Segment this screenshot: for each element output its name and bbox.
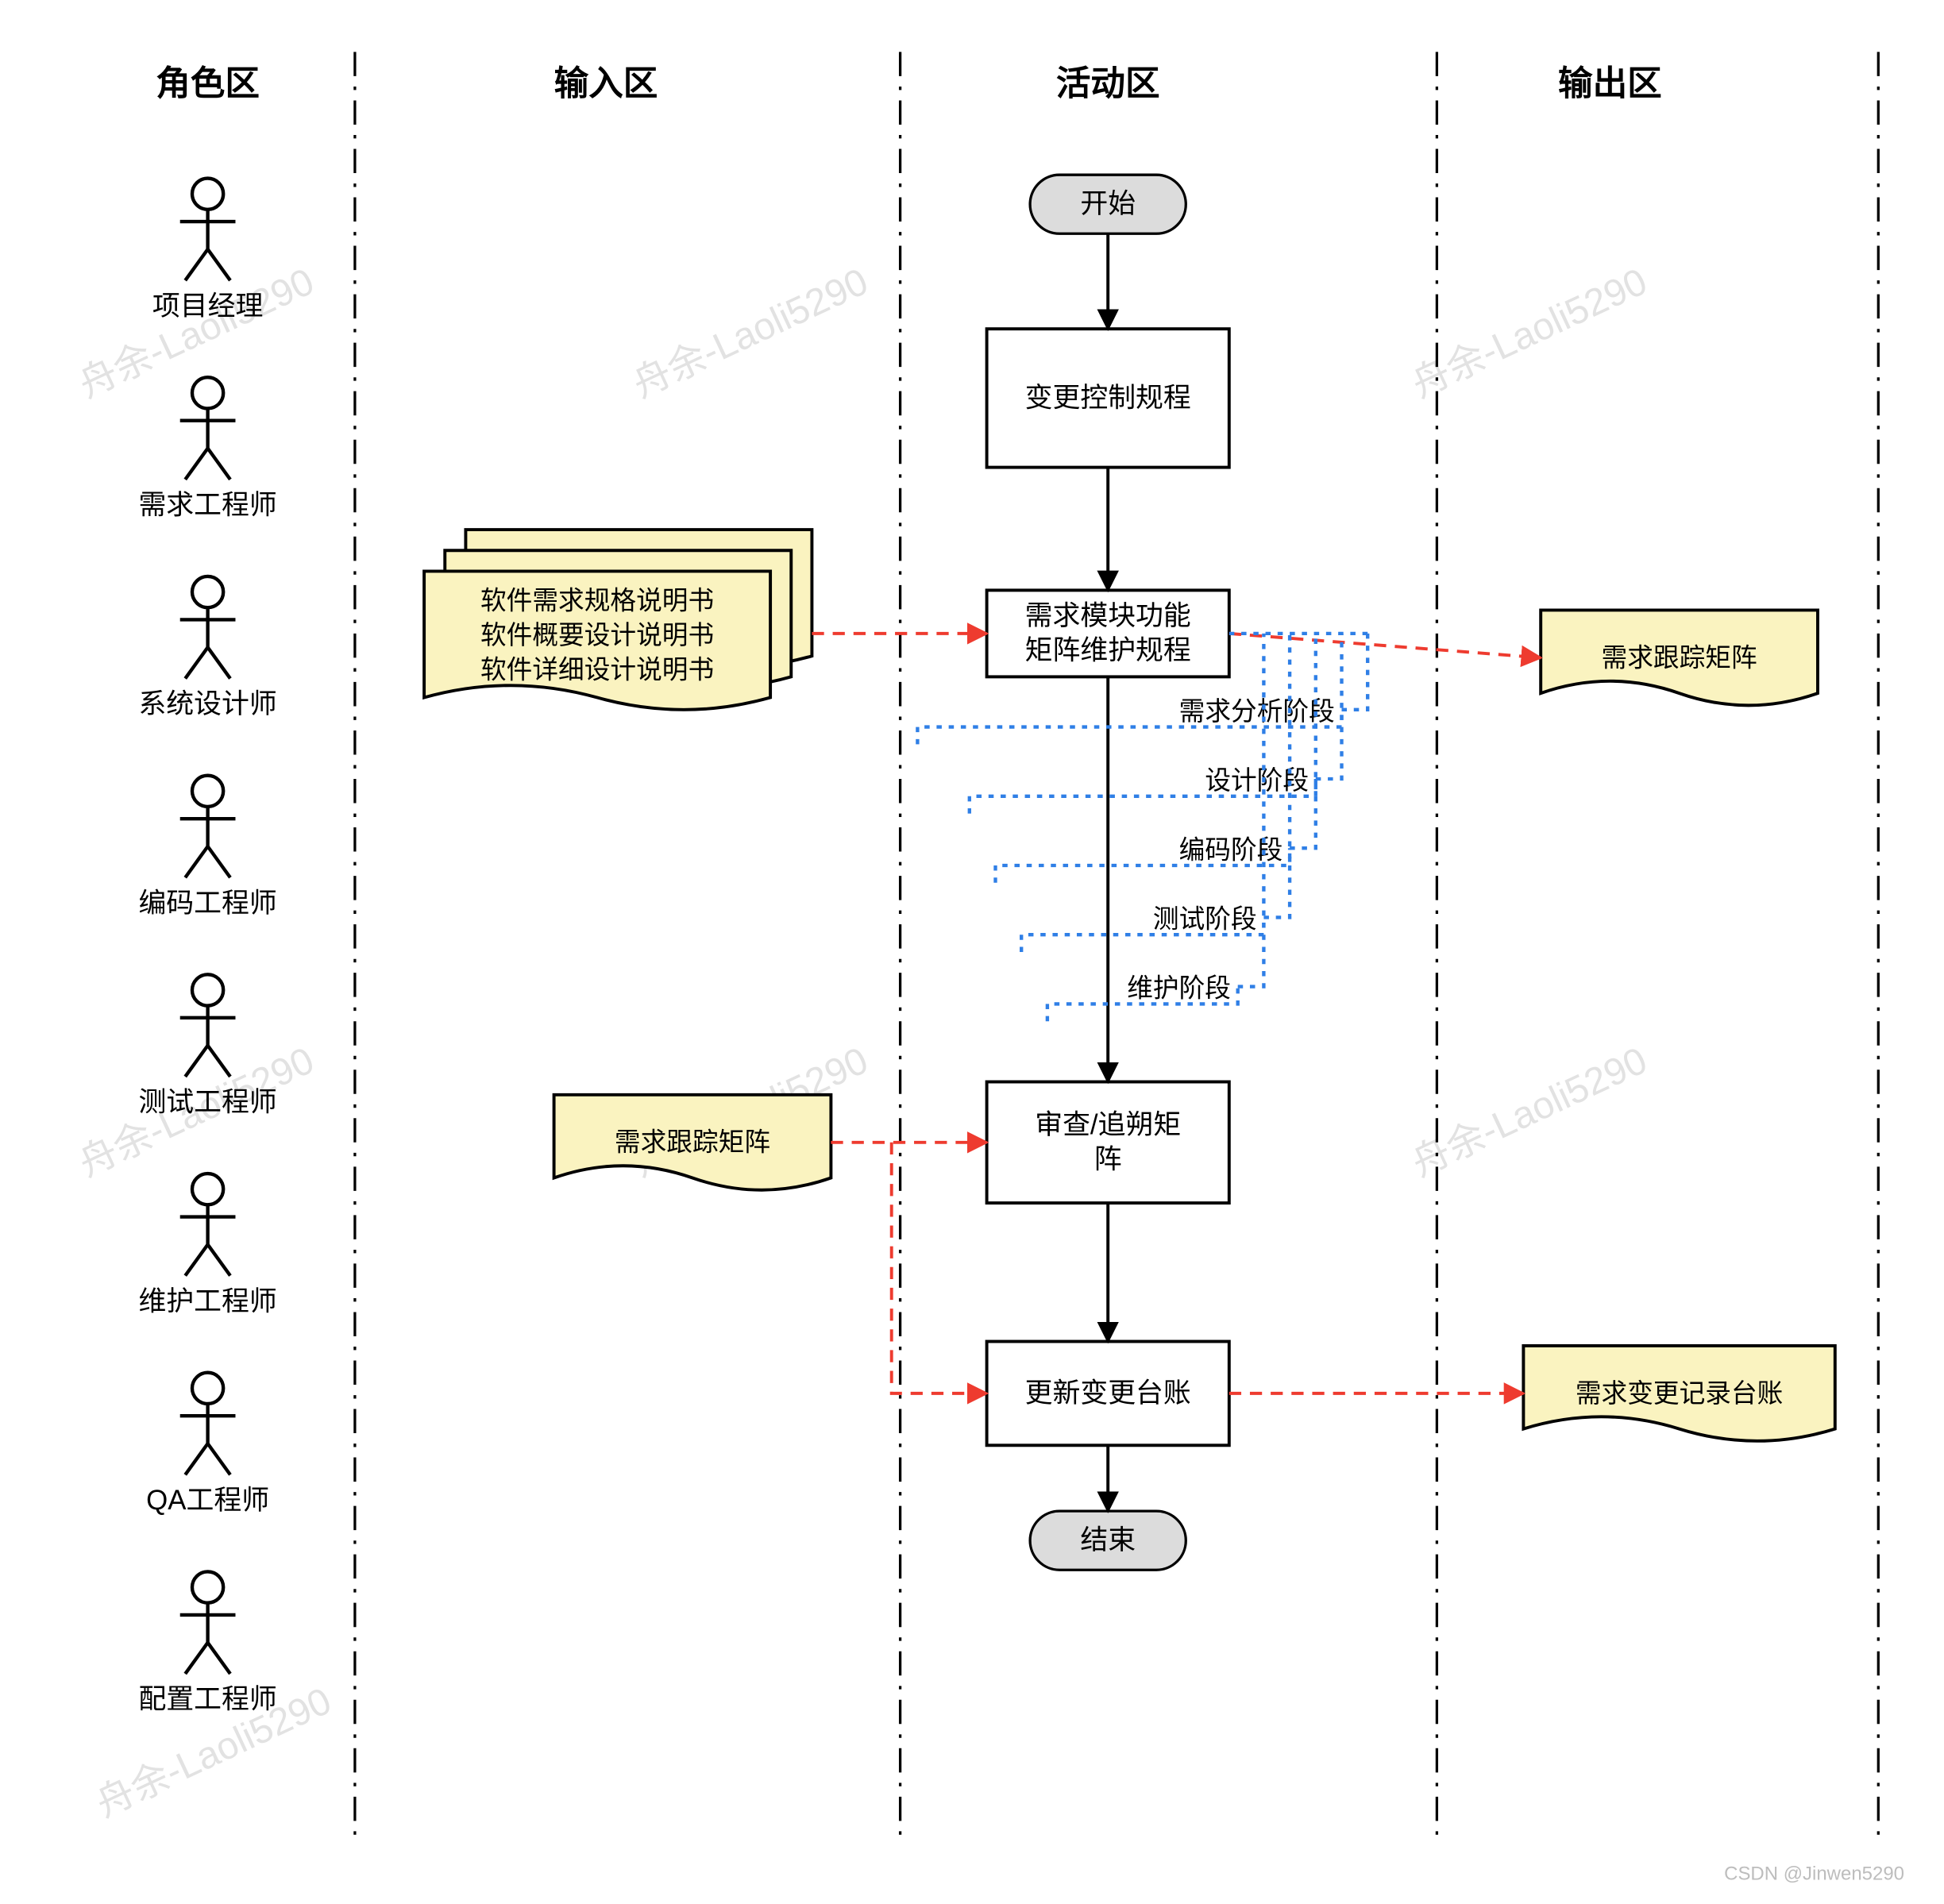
flowchart-canvas: 舟余-Laoli5290舟余-Laoli5290舟余-Laoli5290舟余-L… [0,0,1939,1904]
credit-text: CSDN @Jinwen5290 [1724,1863,1904,1884]
role-label: 配置工程师 [138,1684,276,1715]
process-review-trace-label: 审查/追朔矩 [1035,1109,1181,1140]
actor-icon [180,377,236,480]
actor-icon [180,776,236,878]
lane-header: 活动区 [1056,65,1160,103]
process-matrix-maint-label: 需求模块功能 [1025,600,1191,631]
phase-label: 测试阶段 [1153,904,1257,933]
lane-header: 角色区 [156,65,260,103]
terminator-label: 开始 [1080,188,1136,219]
phase-label: 维护阶段 [1127,973,1231,1003]
actor-icon [180,1571,236,1674]
lane-header: 输入区 [554,65,658,103]
role-label: 项目经理 [152,291,263,322]
phase-label: 设计阶段 [1205,765,1309,795]
doc-stack-line: 软件需求规格说明书 [480,585,714,615]
doc-stack-line: 软件详细设计说明书 [480,655,714,684]
flow-arrow [1229,634,1541,658]
phase-riser [1290,634,1316,848]
watermark: 舟余-Laoli5290 [627,260,874,406]
output-doc-ledger-label: 需求变更记录台账 [1576,1378,1783,1408]
process-update-ledger-label: 更新变更台账 [1025,1378,1191,1409]
actor-icon [180,576,236,679]
process-review-trace [987,1081,1229,1203]
actor-icon [180,179,236,281]
process-review-trace-label: 阵 [1094,1143,1122,1174]
actor-icon [180,1373,236,1475]
role-label: 系统设计师 [138,688,276,719]
watermark: 舟余-Laoli5290 [1406,1039,1653,1185]
output-doc-matrix-label: 需求跟踪矩阵 [1602,642,1757,672]
lane-header: 输出区 [1558,65,1662,103]
terminator-label: 结束 [1080,1524,1136,1555]
role-label: QA工程师 [146,1485,269,1516]
actor-icon [180,1174,236,1276]
input-doc-label: 需求跟踪矩阵 [615,1127,770,1157]
role-label: 需求工程师 [138,489,276,520]
phase-label: 需求分析阶段 [1179,696,1335,726]
process-matrix-maint-label: 矩阵维护规程 [1025,635,1191,666]
doc-stack-line: 软件概要设计说明书 [480,620,714,649]
watermark: 舟余-Laoli5290 [1406,260,1653,406]
actor-icon [180,974,236,1077]
role-label: 编码工程师 [138,888,276,919]
role-label: 维护工程师 [138,1285,276,1316]
role-label: 测试工程师 [138,1087,276,1118]
process-change-control-label: 变更控制规程 [1025,382,1191,413]
phase-label: 编码阶段 [1179,834,1283,864]
flow-arrow [892,1143,987,1393]
